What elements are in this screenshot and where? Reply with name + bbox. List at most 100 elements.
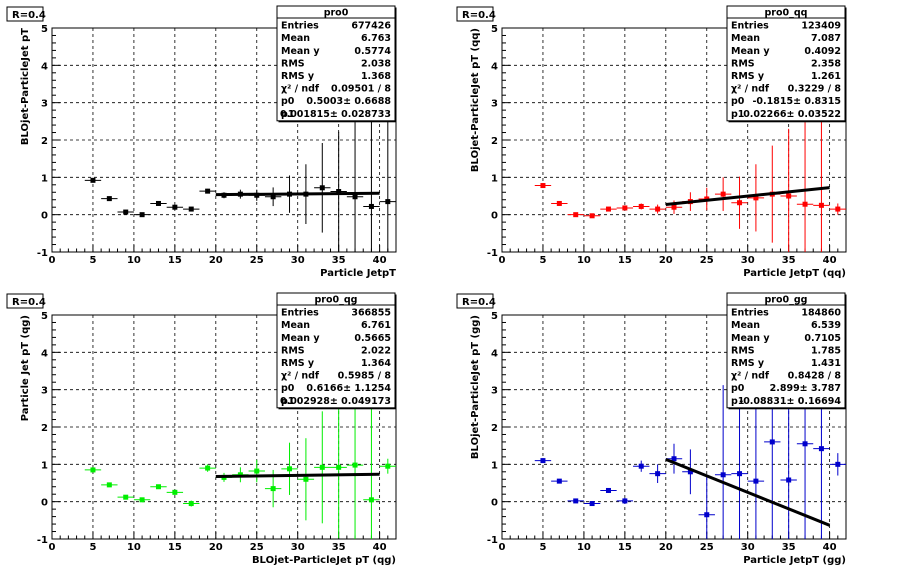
data-point bbox=[567, 212, 584, 218]
stat-name: Mean y bbox=[281, 333, 320, 344]
stat-value: -0.08831± 0.16694 bbox=[739, 396, 841, 407]
x-tick-label: 20 bbox=[209, 542, 223, 553]
stat-name: p1 bbox=[281, 396, 294, 407]
stat-name: RMS bbox=[281, 345, 305, 356]
fit-line bbox=[665, 457, 831, 527]
x-tick-label: 15 bbox=[618, 255, 632, 266]
stats-box: pro0_qq Entries 123409 Mean 7.087 Mean y 0.409… bbox=[726, 5, 847, 123]
data-point bbox=[633, 460, 650, 472]
stat-name: χ² / ndf bbox=[281, 371, 320, 382]
stats-box-frame bbox=[276, 5, 396, 122]
data-point bbox=[583, 213, 601, 219]
y-axis-label: BLOjet-ParticleJet pT bbox=[20, 28, 31, 145]
x-tick-label: 40 bbox=[373, 542, 387, 553]
x-tick-label: 25 bbox=[250, 255, 264, 266]
marker bbox=[589, 501, 595, 507]
marker bbox=[720, 191, 726, 197]
marker bbox=[671, 204, 677, 210]
x-axis-label: Particle JetpT (qq) bbox=[743, 268, 846, 279]
fit-line bbox=[215, 472, 380, 478]
marker bbox=[818, 202, 824, 208]
marker bbox=[139, 497, 145, 503]
data-point bbox=[813, 112, 830, 252]
stat-value: 2.358 bbox=[811, 58, 841, 69]
stat-name: Mean bbox=[281, 33, 310, 44]
y-tick-label: -1 bbox=[37, 248, 48, 259]
stat-name: χ² / ndf bbox=[281, 84, 320, 95]
marker bbox=[336, 464, 342, 470]
marker bbox=[270, 486, 276, 492]
fit-line bbox=[665, 186, 830, 207]
marker bbox=[319, 464, 325, 470]
data-point bbox=[183, 206, 200, 212]
stat-value: 0.3229 / 8 bbox=[788, 84, 842, 95]
marker bbox=[540, 458, 546, 464]
y-tick-label: 0 bbox=[41, 211, 48, 222]
radius-tag-text: R=0.4 bbox=[462, 297, 496, 308]
x-tick-label: 25 bbox=[700, 255, 714, 266]
x-tick-label: 40 bbox=[823, 542, 837, 553]
stat-name: p0 bbox=[281, 383, 295, 394]
stat-value: 0.5985 / 8 bbox=[338, 371, 392, 382]
marker bbox=[835, 461, 841, 467]
y-tick-label: 5 bbox=[41, 24, 48, 35]
marker bbox=[605, 487, 611, 493]
x-tick-label: 20 bbox=[209, 255, 223, 266]
marker bbox=[155, 200, 161, 206]
radius-tag-box bbox=[6, 293, 44, 309]
stat-name: p1 bbox=[731, 396, 744, 407]
radius-tag: R=0.4 bbox=[6, 6, 46, 22]
marker bbox=[687, 469, 693, 475]
marker bbox=[737, 471, 743, 477]
marker bbox=[172, 204, 178, 210]
marker bbox=[655, 471, 661, 477]
x-tick-label: 40 bbox=[373, 255, 387, 266]
marker bbox=[139, 212, 145, 218]
data-point bbox=[297, 438, 315, 521]
marker bbox=[573, 212, 579, 218]
x-tick-label: 15 bbox=[618, 542, 632, 553]
y-tick-label: -1 bbox=[487, 535, 498, 546]
stats-box-frame bbox=[726, 5, 846, 122]
stat-value: 1.431 bbox=[811, 358, 841, 369]
marker bbox=[106, 196, 112, 202]
y-tick-label: 0 bbox=[41, 498, 48, 509]
stat-value: 366855 bbox=[351, 308, 391, 319]
y-tick-label: 4 bbox=[491, 348, 498, 359]
stat-name: Entries bbox=[731, 308, 769, 319]
data-point bbox=[133, 212, 151, 218]
data-point bbox=[117, 494, 134, 500]
data-point bbox=[84, 467, 102, 473]
x-tick-label: 5 bbox=[89, 255, 96, 266]
radius-tag: R=0.4 bbox=[6, 293, 46, 309]
x-tick-label: 35 bbox=[332, 255, 346, 266]
radius-tag-text: R=0.4 bbox=[12, 10, 46, 21]
data-point bbox=[600, 206, 617, 212]
marker bbox=[336, 189, 342, 195]
x-tick-label: 20 bbox=[659, 542, 673, 553]
marker bbox=[90, 177, 96, 183]
y-tick-label: 1 bbox=[41, 173, 48, 184]
x-tick-label: 10 bbox=[577, 542, 591, 553]
marker bbox=[605, 206, 611, 212]
stat-name: Mean y bbox=[281, 46, 320, 57]
stat-value: 0.002928± 0.049173 bbox=[280, 396, 391, 407]
marker bbox=[704, 512, 710, 518]
marker bbox=[106, 482, 112, 488]
data-point bbox=[714, 177, 732, 211]
marker bbox=[589, 213, 595, 219]
marker bbox=[205, 188, 211, 194]
data-point bbox=[616, 497, 634, 504]
x-tick-label: 15 bbox=[168, 542, 182, 553]
y-axis-label: Particle Jet pT (qg) bbox=[20, 315, 31, 421]
data-point bbox=[567, 498, 584, 504]
stat-name: RMS bbox=[731, 345, 755, 356]
x-axis-label: BLOjet-ParticleJet pT (qg) bbox=[252, 555, 396, 566]
x-tick-label: 0 bbox=[499, 542, 506, 553]
x-tick-label: 10 bbox=[127, 255, 141, 266]
data-point bbox=[698, 477, 715, 539]
radius-tag-text: R=0.4 bbox=[462, 10, 496, 21]
stat-name: p1 bbox=[281, 109, 294, 120]
stat-name: RMS bbox=[731, 58, 755, 69]
marker bbox=[123, 494, 129, 500]
